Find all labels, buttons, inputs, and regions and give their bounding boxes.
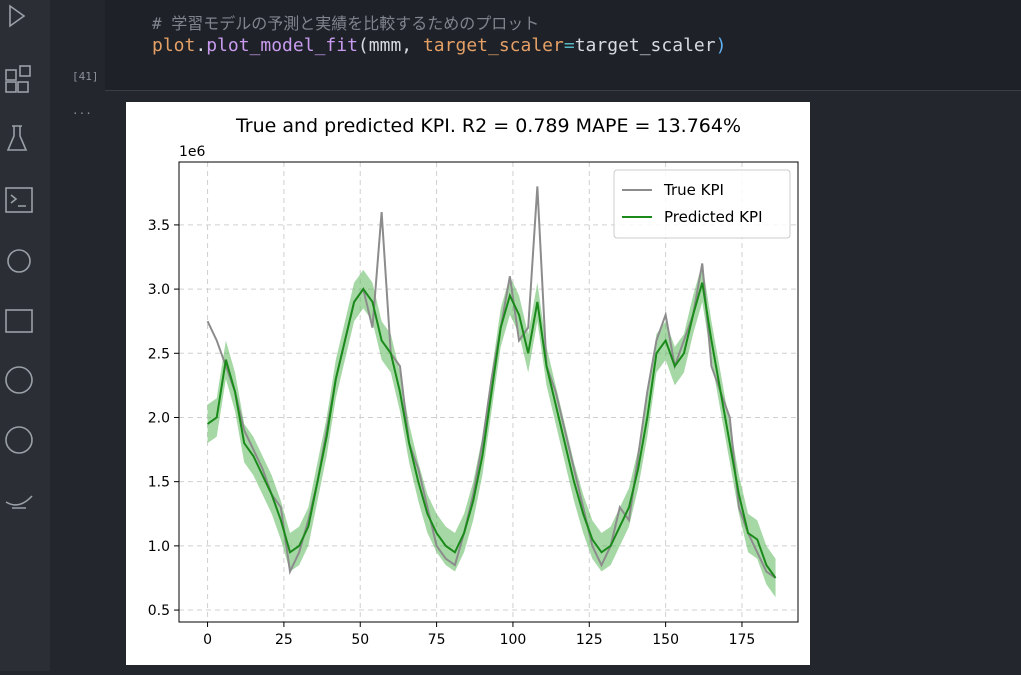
legend: True KPI Predicted KPI [613, 169, 791, 239]
y-tick-label: 1.5 [148, 475, 170, 491]
legend-label: Predicted KPI [664, 208, 763, 226]
code-cell[interactable]: # 学習モデルの予測と実績を比較するためのプロット plot.plot_mode… [105, 0, 1021, 91]
git-icon[interactable] [5, 366, 33, 394]
code-token: . [195, 35, 207, 56]
plot-frame [178, 161, 799, 623]
git-graph-icon[interactable] [5, 426, 33, 454]
offset-label: 1e6 [179, 144, 206, 160]
activity-icons [5, 4, 33, 509]
x-tick-label: 25 [275, 632, 293, 648]
terminal-icon[interactable] [5, 187, 33, 213]
output-plot: True and predicted KPI. R2 = 0.789 MAPE … [126, 102, 810, 665]
code-token: , [401, 35, 423, 56]
x-tick-label: 175 [729, 632, 756, 648]
activity-bar [0, 0, 50, 671]
x-tick-label: 100 [500, 632, 527, 648]
y-tick-label: 3.0 [148, 282, 170, 298]
code-token: target_scaler [422, 35, 564, 56]
execution-count: [41] [72, 70, 99, 83]
extensions-icon[interactable] [5, 69, 17, 81]
code-token: mmm [368, 35, 402, 56]
series-line [206, 186, 777, 579]
x-tick-label: 125 [576, 632, 603, 648]
y-tick-label: 1.0 [148, 539, 170, 555]
code-token: ) [715, 35, 727, 56]
legend-label: True KPI [663, 181, 724, 199]
code-comment: # 学習モデルの予測と実績を比較するためのプロット [152, 14, 540, 33]
chart: True and predicted KPI. R2 = 0.789 MAPE … [148, 115, 799, 648]
r-icon[interactable] [7, 249, 31, 273]
testing-icon[interactable] [6, 125, 28, 151]
lamp-icon[interactable] [5, 495, 33, 509]
code-token: target_scaler [574, 35, 716, 56]
series-line [206, 282, 777, 579]
code-token: = [563, 35, 575, 56]
y-tick-label: 2.0 [148, 410, 170, 426]
code-token: plot_model_fit [206, 35, 358, 56]
y-tick-label: 3.5 [148, 218, 170, 234]
x-tick-label: 150 [652, 632, 679, 648]
code-line: plot.plot_model_fit(mmm, target_scaler=t… [152, 35, 726, 56]
code-token: ( [357, 35, 369, 56]
legend-box [613, 169, 791, 239]
y-tick-label: 0.5 [148, 603, 170, 619]
y-tick-label: 2.5 [148, 346, 170, 362]
run-debug-icon[interactable] [9, 4, 26, 28]
chart-title: True and predicted KPI. R2 = 0.789 MAPE … [235, 115, 741, 137]
calendar-icon[interactable] [5, 309, 33, 333]
x-tick-label: 0 [203, 632, 212, 648]
x-tick-label: 75 [428, 632, 446, 648]
x-tick-label: 50 [351, 632, 369, 648]
output-menu[interactable]: ... [72, 104, 92, 117]
interval-band [207, 263, 776, 598]
code-token: plot [152, 35, 196, 56]
